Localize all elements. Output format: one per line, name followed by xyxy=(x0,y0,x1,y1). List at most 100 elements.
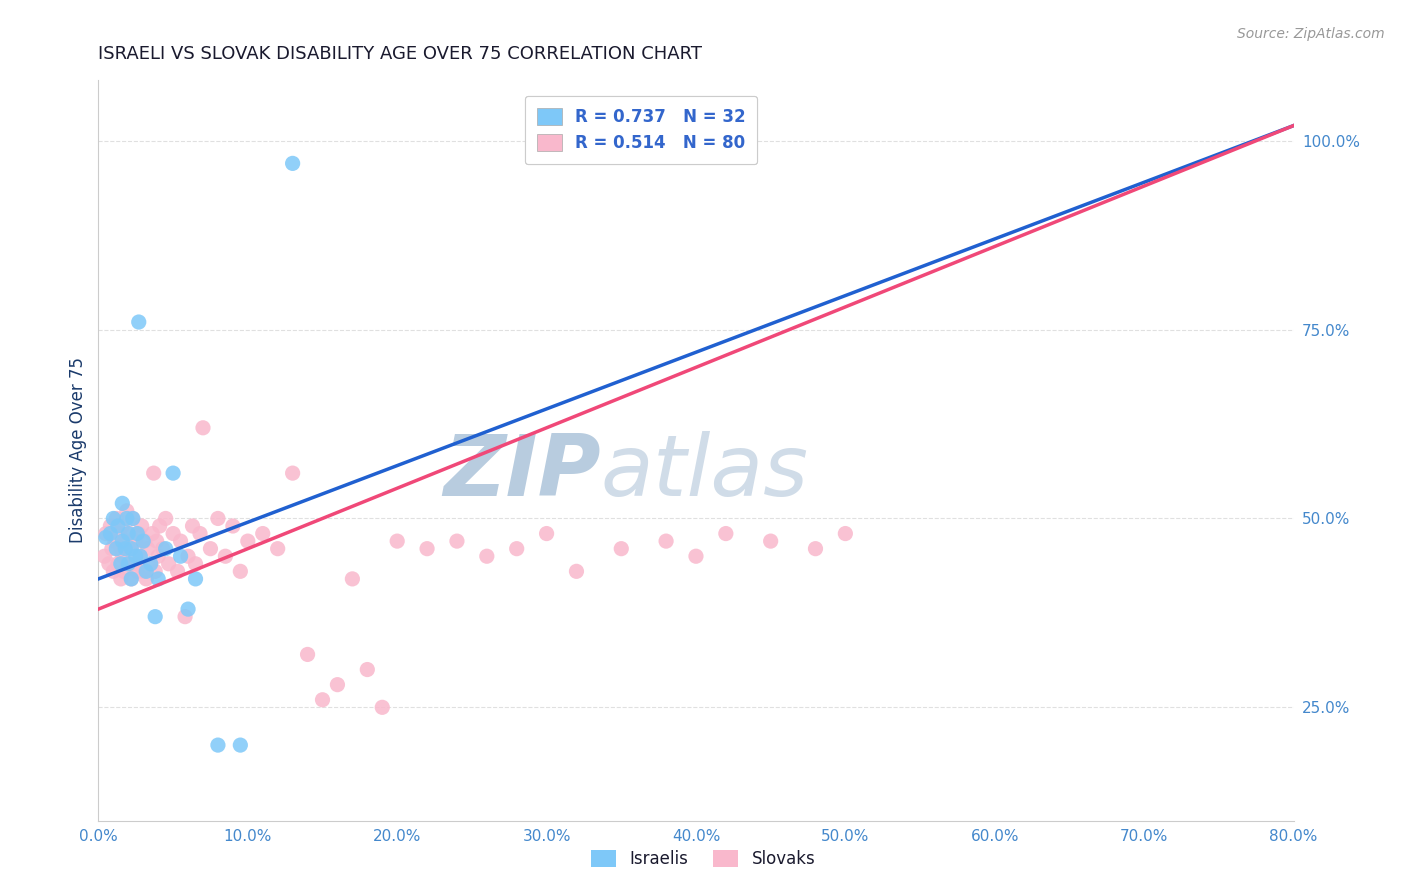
Point xyxy=(108,526,131,541)
Point xyxy=(177,549,200,564)
Point xyxy=(103,511,125,525)
Point xyxy=(115,504,138,518)
Point xyxy=(162,466,184,480)
Point xyxy=(110,557,132,571)
Point xyxy=(121,511,143,525)
Point xyxy=(326,678,349,692)
Point xyxy=(110,541,132,556)
Point xyxy=(229,738,252,752)
Text: ISRAELI VS SLOVAK DISABILITY AGE OVER 75 CORRELATION CHART: ISRAELI VS SLOVAK DISABILITY AGE OVER 75… xyxy=(98,45,703,63)
Point xyxy=(128,315,150,329)
Point xyxy=(174,609,197,624)
Point xyxy=(129,549,152,564)
Text: Source: ZipAtlas.com: Source: ZipAtlas.com xyxy=(1237,27,1385,41)
Point xyxy=(177,602,200,616)
Text: ZIP: ZIP xyxy=(443,431,600,514)
Point xyxy=(149,519,172,533)
Point xyxy=(184,557,207,571)
Point xyxy=(98,526,122,541)
Point xyxy=(127,526,149,541)
Point xyxy=(184,572,207,586)
Point xyxy=(475,549,498,564)
Point xyxy=(188,526,211,541)
Point xyxy=(111,534,134,549)
Point xyxy=(141,526,163,541)
Point xyxy=(136,541,159,556)
Point xyxy=(565,565,588,579)
Point xyxy=(506,541,529,556)
Point xyxy=(371,700,394,714)
Point xyxy=(101,541,124,556)
Point xyxy=(114,541,136,556)
Point xyxy=(143,565,166,579)
Point xyxy=(155,511,177,525)
Point xyxy=(685,549,707,564)
Point xyxy=(105,541,128,556)
Point xyxy=(446,534,468,549)
Point xyxy=(97,557,120,571)
Point xyxy=(207,738,229,752)
Point xyxy=(94,530,117,544)
Point xyxy=(134,534,156,549)
Point xyxy=(200,541,222,556)
Point xyxy=(236,534,259,549)
Point xyxy=(111,549,134,564)
Point xyxy=(128,526,150,541)
Point xyxy=(655,534,678,549)
Point xyxy=(135,565,157,579)
Point xyxy=(281,156,304,170)
Point xyxy=(385,534,409,549)
Point xyxy=(155,541,177,556)
Point xyxy=(804,541,827,556)
Point xyxy=(93,549,115,564)
Point xyxy=(714,526,737,541)
Point xyxy=(125,534,148,549)
Point xyxy=(124,557,146,571)
Point xyxy=(834,526,856,541)
Point xyxy=(98,519,122,533)
Point xyxy=(127,565,149,579)
Point xyxy=(297,648,319,662)
Point xyxy=(139,557,162,571)
Point xyxy=(132,534,155,549)
Point xyxy=(181,519,204,533)
Point xyxy=(207,511,229,525)
Point xyxy=(145,534,167,549)
Point xyxy=(610,541,633,556)
Point xyxy=(110,572,132,586)
Point xyxy=(104,534,127,549)
Point xyxy=(162,526,184,541)
Point xyxy=(139,557,162,571)
Point xyxy=(112,565,135,579)
Point xyxy=(117,557,139,571)
Point xyxy=(111,496,134,510)
Point xyxy=(416,541,439,556)
Point xyxy=(222,519,245,533)
Point xyxy=(143,609,166,624)
Point xyxy=(120,541,142,556)
Point xyxy=(132,565,155,579)
Point xyxy=(311,692,333,706)
Text: atlas: atlas xyxy=(600,431,808,514)
Point xyxy=(157,557,180,571)
Point xyxy=(120,572,142,586)
Point xyxy=(111,519,134,533)
Point xyxy=(148,572,170,586)
Point xyxy=(135,572,157,586)
Point xyxy=(166,565,188,579)
Point xyxy=(152,541,174,556)
Point xyxy=(536,526,558,541)
Point xyxy=(169,534,191,549)
Point xyxy=(267,541,290,556)
Point xyxy=(229,565,252,579)
Y-axis label: Disability Age Over 75: Disability Age Over 75 xyxy=(69,358,87,543)
Point xyxy=(120,572,142,586)
Point xyxy=(103,565,125,579)
Point xyxy=(114,534,136,549)
Point xyxy=(94,526,117,541)
Point xyxy=(117,557,139,571)
Point xyxy=(356,663,378,677)
Point xyxy=(118,526,141,541)
Point xyxy=(214,549,236,564)
Legend: R = 0.737   N = 32, R = 0.514   N = 80: R = 0.737 N = 32, R = 0.514 N = 80 xyxy=(524,96,758,164)
